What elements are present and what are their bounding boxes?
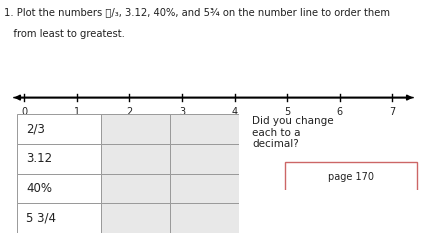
- Text: 2: 2: [126, 107, 132, 117]
- Text: 4: 4: [231, 107, 237, 117]
- FancyBboxPatch shape: [170, 203, 239, 233]
- FancyBboxPatch shape: [101, 174, 170, 203]
- Text: 40%: 40%: [26, 182, 52, 195]
- Text: Did you change
each to a
decimal?: Did you change each to a decimal?: [252, 116, 333, 149]
- Text: 1. Plot the numbers ⁲/₃, 3.12, 40%, and 5¾ on the number line to order them: 1. Plot the numbers ⁲/₃, 3.12, 40%, and …: [4, 7, 389, 17]
- FancyBboxPatch shape: [101, 114, 170, 144]
- FancyBboxPatch shape: [17, 114, 101, 144]
- Text: from least to greatest.: from least to greatest.: [4, 29, 125, 39]
- FancyBboxPatch shape: [101, 203, 170, 233]
- FancyBboxPatch shape: [284, 162, 416, 191]
- Text: 5: 5: [283, 107, 290, 117]
- Text: 1: 1: [74, 107, 80, 117]
- Text: page 170: page 170: [327, 172, 373, 182]
- FancyBboxPatch shape: [170, 174, 239, 203]
- Text: 0: 0: [21, 107, 27, 117]
- Text: 3: 3: [178, 107, 184, 117]
- FancyBboxPatch shape: [170, 114, 239, 144]
- Text: 5 3/4: 5 3/4: [26, 212, 56, 225]
- FancyBboxPatch shape: [170, 144, 239, 174]
- Text: 3.12: 3.12: [26, 152, 52, 165]
- Text: 6: 6: [336, 107, 342, 117]
- Text: 7: 7: [388, 107, 394, 117]
- FancyBboxPatch shape: [17, 174, 101, 203]
- FancyBboxPatch shape: [17, 203, 101, 233]
- FancyBboxPatch shape: [101, 144, 170, 174]
- Text: 2/3: 2/3: [26, 123, 45, 136]
- FancyBboxPatch shape: [17, 144, 101, 174]
